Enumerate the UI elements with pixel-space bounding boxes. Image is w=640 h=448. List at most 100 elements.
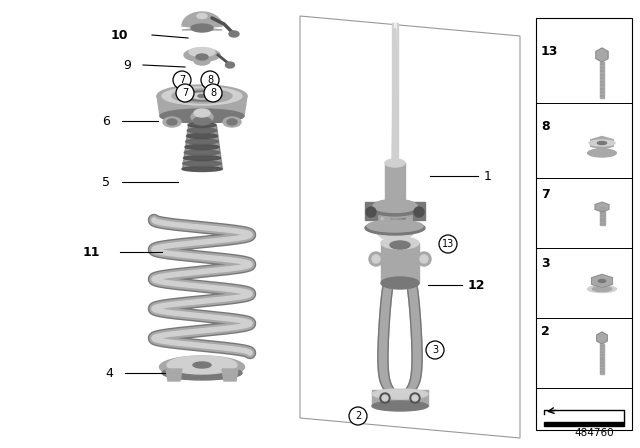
Text: 9: 9: [123, 59, 131, 72]
Text: 6: 6: [102, 115, 110, 128]
Polygon shape: [595, 202, 609, 212]
Ellipse shape: [225, 62, 234, 68]
Circle shape: [201, 71, 219, 89]
Ellipse shape: [227, 119, 237, 125]
Circle shape: [382, 395, 388, 401]
Ellipse shape: [157, 85, 247, 107]
Polygon shape: [392, 29, 398, 163]
Ellipse shape: [193, 362, 211, 368]
Ellipse shape: [196, 54, 208, 60]
Ellipse shape: [381, 237, 419, 249]
Ellipse shape: [189, 47, 215, 56]
Ellipse shape: [184, 48, 220, 61]
Ellipse shape: [162, 87, 242, 105]
Circle shape: [426, 341, 444, 359]
Text: 8: 8: [210, 88, 216, 98]
Ellipse shape: [193, 117, 211, 125]
Ellipse shape: [172, 89, 232, 103]
Polygon shape: [378, 283, 398, 396]
Ellipse shape: [593, 287, 612, 292]
Ellipse shape: [167, 119, 177, 125]
Text: 13: 13: [541, 45, 558, 58]
Ellipse shape: [162, 366, 242, 380]
Ellipse shape: [197, 13, 207, 18]
Text: 1: 1: [484, 169, 492, 182]
Circle shape: [204, 84, 222, 102]
Polygon shape: [597, 332, 607, 344]
Ellipse shape: [367, 220, 423, 232]
Text: 4: 4: [105, 366, 113, 379]
Ellipse shape: [191, 93, 213, 99]
Polygon shape: [157, 96, 247, 116]
Ellipse shape: [598, 142, 607, 145]
Text: 2: 2: [541, 325, 550, 338]
Ellipse shape: [417, 252, 431, 266]
Text: 11: 11: [83, 246, 100, 258]
Text: 10: 10: [111, 29, 128, 42]
Circle shape: [349, 407, 367, 425]
Circle shape: [366, 207, 376, 217]
Ellipse shape: [186, 134, 218, 138]
Ellipse shape: [372, 255, 380, 263]
Ellipse shape: [385, 159, 405, 167]
Circle shape: [176, 84, 194, 102]
Polygon shape: [182, 12, 222, 30]
Ellipse shape: [365, 221, 425, 235]
Text: 13: 13: [442, 239, 454, 249]
Ellipse shape: [370, 200, 420, 216]
Ellipse shape: [183, 161, 221, 166]
Polygon shape: [596, 48, 608, 62]
Bar: [600, 62, 604, 98]
Text: 8: 8: [541, 120, 550, 133]
Bar: [381, 209, 389, 238]
Ellipse shape: [381, 277, 419, 289]
Text: 484760: 484760: [574, 428, 614, 438]
Bar: [536, 18, 632, 430]
Ellipse shape: [184, 150, 220, 155]
Polygon shape: [591, 274, 612, 288]
Bar: [385, 163, 405, 218]
Bar: [392, 23, 398, 163]
Ellipse shape: [420, 255, 428, 263]
Ellipse shape: [188, 128, 217, 133]
Bar: [381, 243, 419, 283]
Text: 3: 3: [541, 257, 550, 270]
Text: 3: 3: [432, 345, 438, 355]
Ellipse shape: [381, 225, 409, 233]
Circle shape: [439, 235, 457, 253]
Ellipse shape: [372, 389, 428, 399]
Text: 7: 7: [182, 88, 188, 98]
Ellipse shape: [229, 31, 239, 37]
Text: 7: 7: [541, 188, 550, 201]
Ellipse shape: [588, 149, 616, 157]
Circle shape: [380, 393, 390, 403]
Polygon shape: [544, 422, 624, 426]
Ellipse shape: [160, 109, 244, 123]
Text: 2: 2: [355, 411, 361, 421]
Circle shape: [412, 395, 418, 401]
Ellipse shape: [198, 95, 206, 98]
Ellipse shape: [373, 199, 417, 212]
Ellipse shape: [390, 241, 410, 249]
Ellipse shape: [159, 356, 244, 378]
Ellipse shape: [369, 252, 383, 266]
Circle shape: [173, 71, 191, 89]
Bar: [600, 344, 604, 374]
Polygon shape: [365, 202, 377, 220]
Ellipse shape: [167, 356, 237, 374]
Bar: [372, 390, 428, 406]
Ellipse shape: [372, 401, 428, 411]
Ellipse shape: [223, 117, 241, 127]
Ellipse shape: [163, 117, 181, 127]
Bar: [378, 213, 412, 234]
Ellipse shape: [194, 57, 210, 65]
Ellipse shape: [589, 140, 615, 146]
Ellipse shape: [378, 208, 412, 218]
Ellipse shape: [186, 139, 218, 144]
Polygon shape: [413, 202, 425, 220]
Ellipse shape: [182, 167, 222, 172]
Polygon shape: [591, 137, 613, 150]
Text: 12: 12: [468, 279, 486, 292]
Circle shape: [410, 393, 420, 403]
Bar: [600, 207, 605, 225]
